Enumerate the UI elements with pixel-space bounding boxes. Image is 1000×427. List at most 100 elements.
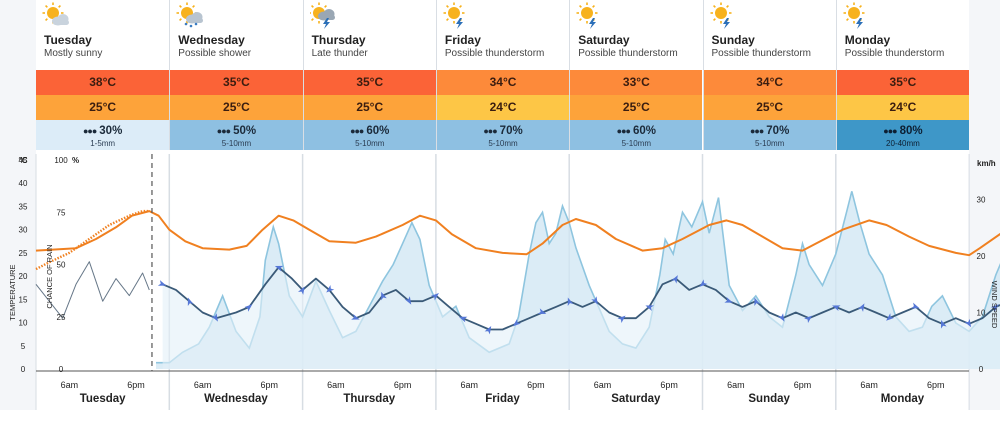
point-0-25 [526, 254, 527, 255]
day-label-monday: Monday [881, 393, 925, 405]
temp-tick-30: 30 [19, 226, 28, 235]
rain-unit-label: % [72, 156, 79, 165]
point-0-16 [329, 241, 330, 242]
day-column-saturday[interactable]: Saturday Possible thunderstorm 33°C 25°C… [569, 0, 703, 156]
point-0-32 [662, 248, 663, 249]
temp-tick-10: 10 [19, 319, 28, 328]
rain-amount: 5-10mm [221, 139, 252, 148]
max-temp-cell: 38°C [36, 70, 170, 95]
temp-tick-15: 15 [19, 295, 28, 304]
point-4-8 [142, 272, 143, 273]
point-1-6 [142, 211, 143, 212]
rain-chance: ●●● 60% [304, 125, 436, 137]
wind-direction-icon-20 [430, 292, 439, 301]
wind-axis-title: WIND SPEED [990, 281, 999, 329]
point-3-61 [982, 318, 983, 319]
point-0-13 [278, 215, 279, 216]
point-0-18 [375, 236, 376, 237]
point-0-9 [202, 248, 203, 249]
day-column-thursday[interactable]: Thursday Late thunder 35°C 25°C ●●● 60% 5… [302, 0, 436, 156]
point-3-23 [475, 323, 476, 324]
point-0-21 [435, 220, 436, 221]
wind-unit-label: km/h [977, 159, 996, 168]
wind-direction-icon-38 [671, 275, 678, 284]
wind-direction-icon-50 [832, 305, 841, 312]
day-header: Wednesday Possible shower [170, 0, 302, 69]
day-header: Monday Possible thunderstorm [837, 0, 969, 69]
min-temp-cell: 25°C [303, 95, 436, 120]
point-0-38 [782, 248, 783, 249]
series-observed-temperature [35, 209, 150, 271]
wind-tick-30: 30 [977, 196, 986, 205]
point-0-8 [185, 241, 186, 242]
point-0-29 [595, 224, 596, 225]
point-0-23 [475, 248, 476, 249]
max-temp-cell: 35°C [303, 70, 436, 95]
point-3-47 [795, 312, 796, 313]
point-3-35 [635, 318, 636, 319]
point-3-45 [769, 312, 770, 313]
rain-drops-icon: ●●● [883, 126, 897, 136]
day-column-friday[interactable]: Friday Possible thunderstorm 34°C 24°C ●… [435, 0, 570, 156]
wind-direction-icon-28 [537, 308, 547, 314]
wind-direction-icon-4 [211, 313, 218, 322]
rain-drops-icon: ●●● [82, 126, 97, 136]
point-3-11 [315, 278, 316, 279]
hour-tick-3-6am: 6am [460, 380, 478, 390]
wind-direction-icon-8 [274, 265, 284, 272]
day-column-tuesday[interactable]: Tuesday Mostly sunny 38°C 25°C ●●● 30% 1-… [36, 0, 170, 156]
day-description: Possible thunderstorm [444, 48, 545, 59]
rain-chance: ●●● 50% [170, 125, 302, 137]
point-0-6 [158, 215, 159, 216]
point-3-13 [342, 306, 343, 307]
day-column-monday[interactable]: Monday Possible thunderstorm 35°C 24°C ●… [835, 0, 970, 156]
point-3-5 [235, 312, 236, 313]
wind-direction-icon-56 [910, 302, 920, 309]
hour-tick-1-6am: 6am [194, 380, 212, 390]
day-name: Wednesday [178, 33, 245, 47]
point-4-3 [75, 284, 76, 285]
rain-drops-icon: ●●● [749, 126, 764, 136]
point-0-30 [615, 238, 616, 239]
rain-chance: ●●● 70% [437, 125, 569, 137]
sun-thunder-icon [710, 2, 738, 29]
rain-amount: 5-10mm [754, 139, 785, 148]
point-0-10 [229, 249, 230, 250]
point-3-7 [265, 284, 266, 285]
wind-direction-icon-18 [404, 296, 412, 305]
rain-tick-50: 50 [57, 261, 66, 270]
rain-cell: ●●● 60% 5-10mm [570, 120, 703, 154]
point-0-35 [726, 220, 727, 221]
day-label-sunday: Sunday [748, 393, 790, 405]
point-3-31 [582, 306, 583, 307]
rain-drops-icon: ●●● [216, 126, 231, 136]
wind-direction-icon-34 [617, 315, 626, 324]
point-3-3 [202, 312, 203, 313]
day-column-sunday[interactable]: Sunday Possible thunderstorm 34°C 25°C ●… [702, 0, 836, 156]
point-0-12 [262, 229, 263, 230]
min-temp-cell: 25°C [170, 95, 303, 120]
wind-direction-icon-54 [886, 313, 895, 321]
point-0-17 [355, 242, 356, 243]
rain-drops-icon: ●●● [616, 126, 631, 136]
max-temp-cell: 34°C [703, 70, 836, 95]
wind-direction-icon-30 [567, 297, 574, 307]
rain-chance: ●●● 80% [837, 125, 969, 137]
day-label-tuesday: Tuesday [80, 393, 126, 405]
max-temp-cell: 34°C [436, 70, 570, 95]
hour-tick-4-6pm: 6pm [660, 380, 678, 390]
left-gutter [0, 0, 36, 410]
point-3-27 [529, 318, 530, 319]
day-description: Possible thunderstorm [844, 48, 945, 59]
wind-direction-icon-58 [940, 320, 947, 329]
day-column-wednesday[interactable]: Wednesday Possible shower 35°C 25°C ●●● 5… [169, 0, 303, 156]
day-header: Thursday Late thunder [304, 0, 436, 69]
wind-direction-icon-26 [512, 318, 521, 327]
point-0-48 [979, 248, 980, 249]
point-0-7 [169, 229, 170, 230]
point-3-39 [689, 289, 690, 290]
rain-chance: ●●● 30% [36, 125, 169, 137]
hour-tick-1-6pm: 6pm [261, 380, 279, 390]
point-3-43 [742, 306, 743, 307]
wind-direction-icon-40 [699, 279, 708, 287]
